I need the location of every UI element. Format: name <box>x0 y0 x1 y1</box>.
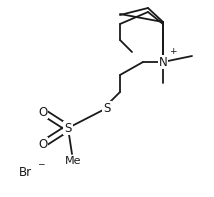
Text: O: O <box>38 106 48 119</box>
Text: Br: Br <box>18 166 31 179</box>
Text: −: − <box>37 159 44 168</box>
Text: O: O <box>38 138 48 151</box>
Text: S: S <box>103 101 111 114</box>
Text: S: S <box>64 122 72 135</box>
Text: N: N <box>159 56 167 69</box>
Text: Me: Me <box>65 156 81 166</box>
Text: +: + <box>169 47 177 56</box>
